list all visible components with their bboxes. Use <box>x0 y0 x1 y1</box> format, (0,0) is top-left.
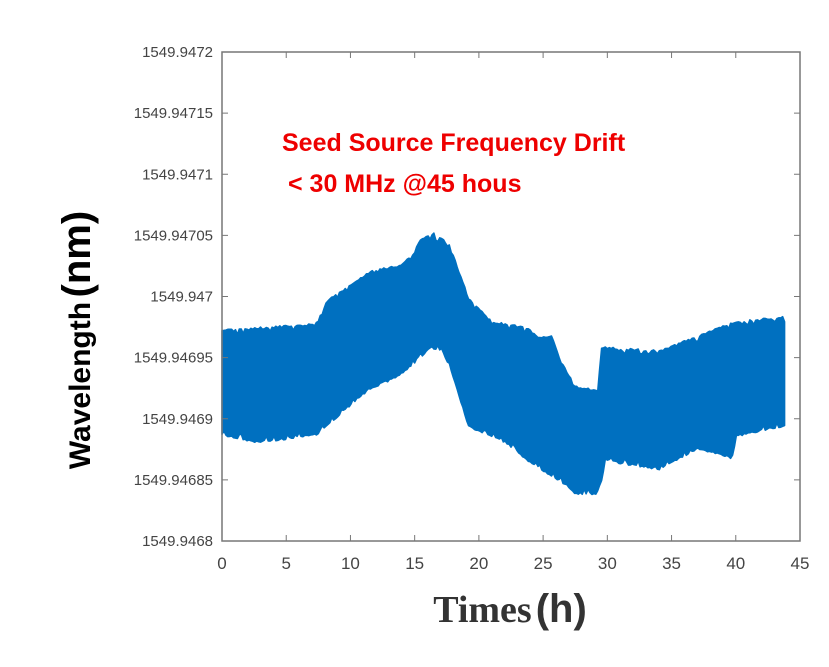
x-tick-label: 30 <box>598 554 617 573</box>
x-tick-label: 35 <box>662 554 681 573</box>
plot-frame <box>221 51 801 542</box>
x-tick-label: 45 <box>791 554 810 573</box>
x-tick-label: 40 <box>726 554 745 573</box>
x-axis-label-main: Times <box>433 589 532 631</box>
y-tick-label: 1549.94705 <box>134 227 213 244</box>
y-tick-label: 1549.9471 <box>142 166 213 183</box>
x-tick-label: 20 <box>469 554 488 573</box>
x-axis: 0 5 10 15 20 25 30 35 40 45 <box>217 52 809 573</box>
y-axis-label: Wavelength (nm) <box>55 211 99 469</box>
annotation-line-1: Seed Source Frequency Drift <box>282 129 626 157</box>
data-band-layer <box>221 232 786 496</box>
y-axis: 1549.9468 1549.94685 1549.9469 1549.94695 15… <box>134 44 800 550</box>
y-tick-label: 1549.9472 <box>142 44 213 61</box>
x-tick-label: 10 <box>341 554 360 573</box>
y-tick-label: 1549.9468 <box>142 533 213 550</box>
y-tick-label: 1549.947 <box>150 289 213 306</box>
y-tick-label: 1549.9469 <box>142 411 213 428</box>
y-tick-label: 1549.94715 <box>134 105 213 122</box>
x-tick-label: 25 <box>534 554 553 573</box>
y-axis-label-unit: (nm) <box>55 211 99 298</box>
x-axis-label: Times (h) <box>433 587 587 631</box>
annotation-line-2: < 30 MHz @45 hous <box>288 170 521 198</box>
y-tick-label: 1549.94695 <box>134 350 213 367</box>
y-axis-label-main: Wavelength <box>64 302 97 469</box>
x-tick-label: 5 <box>281 554 290 573</box>
wavelength-band-series <box>221 232 786 496</box>
x-axis-label-unit: (h) <box>536 587 587 631</box>
y-tick-label: 1549.94685 <box>134 472 213 489</box>
x-tick-label: 15 <box>405 554 424 573</box>
x-tick-label: 0 <box>217 554 226 573</box>
